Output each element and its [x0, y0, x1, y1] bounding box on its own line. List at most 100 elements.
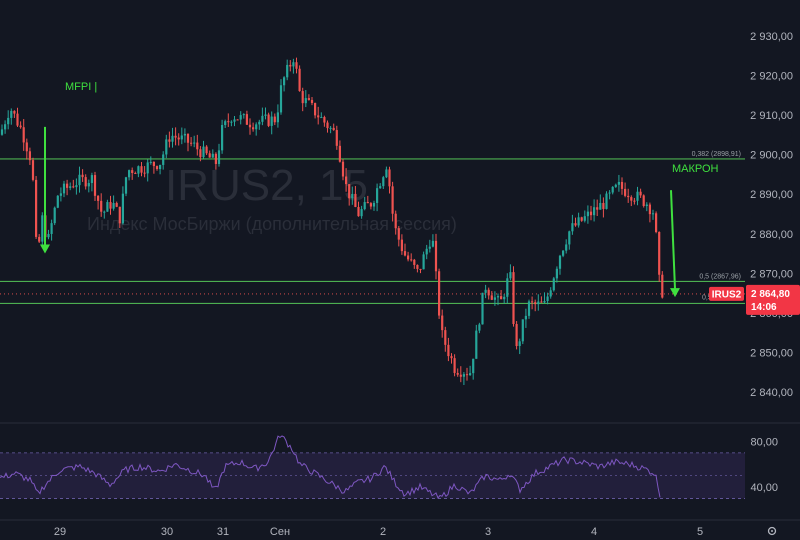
- annotation-layer: MFPI | МАКРОН: [40, 81, 719, 298]
- candle-body: [624, 188, 627, 196]
- arrow-down-icon[interactable]: [670, 288, 680, 298]
- candle-body: [217, 150, 221, 164]
- candle-body: [611, 186, 614, 193]
- candle-body: [372, 202, 376, 207]
- price-axis-tick: 2 850,00: [750, 348, 793, 360]
- candle-body: [180, 135, 183, 140]
- candle-body: [543, 301, 546, 303]
- candle-body: [97, 195, 100, 201]
- candle-body: [512, 272, 515, 325]
- candle-body: [264, 114, 267, 116]
- candle-body: [403, 251, 407, 256]
- candle-body: [16, 113, 19, 126]
- candle-body: [341, 161, 345, 177]
- candle-body: [593, 207, 596, 216]
- time-axis-tick: 29: [54, 526, 66, 538]
- candle-body: [354, 193, 357, 207]
- candle-body: [596, 207, 599, 210]
- candle-body: [252, 127, 255, 130]
- candle-body: [239, 115, 242, 120]
- candle-body: [413, 259, 416, 265]
- fib-level-layer: 0,382 (2898,91) 0,5 (2867,96) 0,5: [0, 151, 745, 304]
- candle-body: [562, 250, 565, 256]
- candle-body: [208, 153, 211, 158]
- candle-body: [134, 173, 137, 175]
- candle-body: [211, 153, 214, 158]
- price-axis[interactable]: 2 930,00 2 920,00 2 910,00 2 900,00 2 890,00…: [750, 31, 793, 494]
- candle-body: [450, 356, 453, 359]
- candle-body: [279, 85, 283, 113]
- candle-body: [159, 164, 162, 170]
- rsi-axis-tick: 80,00: [750, 436, 778, 448]
- candle-body: [35, 179, 38, 237]
- price-axis-tick: 2 930,00: [750, 31, 793, 43]
- candle-body: [531, 301, 534, 303]
- candle-body: [106, 202, 109, 212]
- time-axis[interactable]: 29 30 31 Сен 2 3 4 5: [54, 526, 703, 538]
- candle-body: [165, 139, 168, 155]
- candle-body: [143, 172, 146, 174]
- candle-body: [202, 146, 205, 158]
- arrow-down-icon[interactable]: [40, 244, 50, 254]
- candle-body: [645, 204, 648, 206]
- candle-body: [549, 290, 552, 297]
- candle-body: [242, 114, 245, 116]
- candle-body: [131, 170, 134, 174]
- candle-body: [298, 68, 301, 92]
- candle-body: [31, 160, 35, 180]
- candle-body: [47, 233, 50, 238]
- candle-body: [422, 254, 425, 270]
- candle-body: [146, 162, 149, 174]
- candle-body: [115, 203, 118, 207]
- candle-body: [0, 129, 4, 135]
- time-axis-tick: 31: [217, 526, 229, 538]
- candle-body: [630, 197, 633, 201]
- candle-body: [193, 142, 196, 144]
- candle-body: [500, 296, 503, 300]
- candle-body: [283, 77, 286, 86]
- rsi-line: [0, 435, 661, 499]
- candle-body: [552, 278, 555, 291]
- fib-level-label: 0,5 (2867,96): [699, 273, 741, 280]
- annotation-macron-label[interactable]: МАКРОН: [672, 163, 719, 175]
- price-axis-tick: 2 840,00: [750, 387, 793, 399]
- candle-body: [121, 193, 124, 224]
- candle-body: [38, 236, 41, 242]
- candle-body: [205, 146, 208, 154]
- time-axis-tick: 3: [485, 526, 491, 538]
- candle-body: [124, 177, 128, 194]
- candle-body: [493, 297, 496, 300]
- candle-body: [174, 135, 177, 138]
- candle-body: [75, 185, 78, 188]
- watermark-description: Индекс МосБиржи (дополнительная сессия): [87, 214, 457, 234]
- candle-body: [103, 211, 106, 213]
- candle-body: [261, 115, 264, 122]
- candle-body: [233, 119, 236, 122]
- candle-body: [140, 166, 143, 173]
- candle-body: [214, 153, 217, 164]
- candle-body: [546, 296, 549, 302]
- candle-body: [472, 358, 475, 374]
- candle-body: [633, 200, 636, 202]
- candle-body: [186, 133, 190, 143]
- candle-body: [10, 110, 13, 118]
- candle-body: [332, 127, 335, 131]
- candle-body: [484, 289, 487, 293]
- candle-body: [636, 191, 639, 201]
- candle-body: [639, 191, 642, 196]
- candle-body: [642, 195, 645, 206]
- last-price-value: 2 864,80: [751, 289, 790, 300]
- candle-body: [627, 195, 630, 198]
- candle-body: [655, 213, 658, 232]
- candle-body: [360, 209, 363, 217]
- annotation-arrow-shaft[interactable]: [670, 190, 676, 290]
- time-axis-tick: Сен: [270, 526, 290, 538]
- candle-body: [608, 192, 611, 194]
- time-axis-tick: 5: [697, 526, 703, 538]
- candle-body: [335, 130, 338, 146]
- annotation-mfpi-label[interactable]: MFPI |: [65, 81, 97, 93]
- candle-body: [196, 142, 199, 150]
- candle-body: [199, 149, 202, 158]
- candle-body: [4, 124, 7, 130]
- gear-icon[interactable]: [767, 526, 777, 536]
